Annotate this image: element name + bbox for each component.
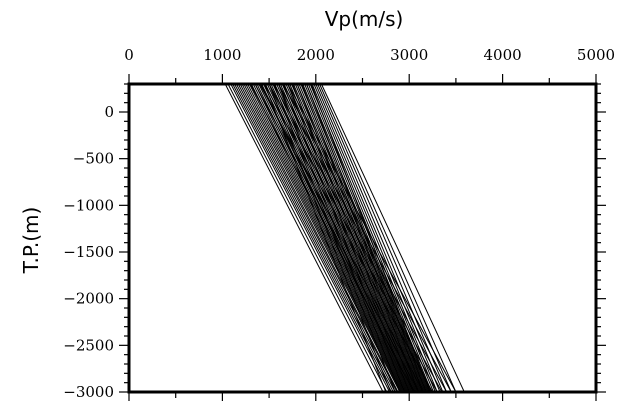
series-line-57 <box>282 83 405 393</box>
series-line-64 <box>249 83 415 393</box>
x-tick-label: 5000 <box>577 46 615 64</box>
series-line-53 <box>263 83 387 393</box>
series-line-67 <box>263 83 433 393</box>
y-tick-label: 0 <box>104 103 114 121</box>
series-line-72 <box>287 83 457 393</box>
series-line-28 <box>276 83 419 393</box>
series-line-31 <box>281 83 421 393</box>
series-line-69 <box>273 83 443 393</box>
y-tick-label: −2500 <box>63 336 114 354</box>
series-line-2 <box>227 83 388 393</box>
series-line-50 <box>317 83 452 393</box>
series-line-34 <box>287 83 424 393</box>
series-line-68 <box>268 83 438 393</box>
series-line-63 <box>310 83 431 393</box>
series-line-33 <box>285 83 423 393</box>
series-line-54 <box>268 83 391 393</box>
series-line-11 <box>245 83 403 393</box>
y-axis-title: T.P.(m) <box>19 207 43 275</box>
y-tick-label: −1500 <box>63 243 114 261</box>
y-tick-label: −1000 <box>63 196 114 214</box>
series-lines <box>224 83 465 393</box>
y-tick-label: −3000 <box>63 383 114 401</box>
series-line-49 <box>315 83 448 393</box>
series-line-20 <box>261 83 411 393</box>
x-tick-label: 0 <box>124 46 134 64</box>
x-tick-label: 3000 <box>390 46 428 64</box>
series-line-71 <box>282 83 452 393</box>
x-tick-label: 4000 <box>484 46 522 64</box>
series-line-55 <box>273 83 396 393</box>
series-line-13 <box>249 83 405 393</box>
series-line-4 <box>232 83 392 393</box>
x-axis-title: Vp(m/s) <box>325 7 404 31</box>
series-line-40 <box>298 83 430 393</box>
series-line-70 <box>278 83 447 393</box>
series-line-66 <box>259 83 424 393</box>
series-line-5 <box>234 83 394 393</box>
series-line-48 <box>313 83 444 393</box>
series-line-65 <box>254 83 419 393</box>
plot-frame <box>127 82 598 394</box>
series-line-6 <box>235 83 396 393</box>
series-line-51 <box>319 83 457 393</box>
series-line-16 <box>254 83 407 393</box>
x-tick-label: 1000 <box>203 46 241 64</box>
series-line-9 <box>241 83 401 393</box>
series-line-1 <box>224 83 384 393</box>
y-tick-label: −500 <box>73 150 114 168</box>
series-line-35 <box>289 83 425 393</box>
series-line-62 <box>305 83 427 393</box>
y-tick-labels: 0 −500 −1000 −1500 −2000 −2500 −3000 <box>63 103 114 401</box>
x-tick-labels: 0 1000 2000 3000 4000 5000 <box>124 46 615 64</box>
series-line-52 <box>320 83 465 393</box>
series-line-14 <box>250 83 405 393</box>
series-line-56 <box>277 83 401 393</box>
y-tick-label: −2000 <box>63 290 114 308</box>
series-line-8 <box>239 83 399 393</box>
series-line-18 <box>258 83 409 393</box>
series-line-3 <box>230 83 391 393</box>
x-tick-label: 2000 <box>297 46 335 64</box>
